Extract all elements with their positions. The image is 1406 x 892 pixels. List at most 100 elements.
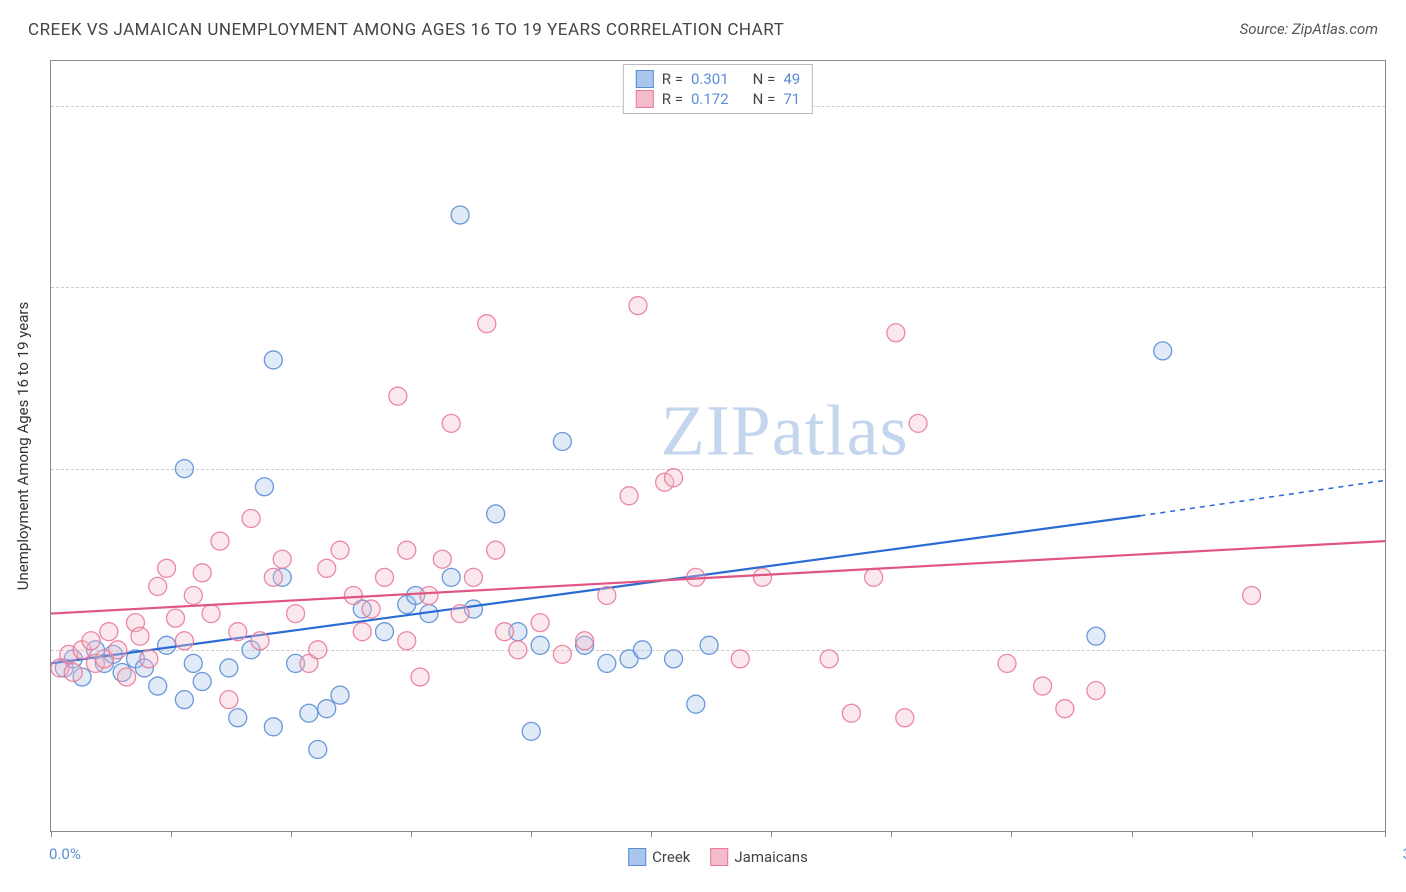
data-point	[220, 659, 238, 677]
data-point	[487, 541, 505, 559]
legend-series-label: Creek	[652, 848, 690, 866]
x-tick	[651, 831, 652, 837]
data-point	[64, 663, 82, 681]
data-point	[229, 709, 247, 727]
data-point	[665, 650, 683, 668]
x-tick	[1132, 831, 1133, 837]
scatter-plot-svg	[51, 61, 1385, 831]
legend-n-label: N =	[753, 70, 776, 88]
data-point	[251, 632, 269, 650]
data-point	[531, 614, 549, 632]
data-point	[118, 668, 136, 686]
legend-r-value: 0.301	[691, 70, 729, 88]
data-point	[451, 206, 469, 224]
data-point	[598, 654, 616, 672]
data-point	[629, 297, 647, 315]
data-point	[376, 568, 394, 586]
x-tick	[1252, 831, 1253, 837]
legend-series-item: Creek	[628, 848, 690, 866]
data-point	[158, 559, 176, 577]
data-point	[433, 550, 451, 568]
legend-n-value: 49	[783, 70, 800, 88]
data-point	[264, 351, 282, 369]
data-point	[576, 632, 594, 650]
data-point	[478, 315, 496, 333]
legend-swatch	[628, 848, 646, 866]
data-point	[362, 600, 380, 618]
source-attribution: Source: ZipAtlas.com	[1240, 20, 1378, 38]
data-point	[149, 677, 167, 695]
y-tick-label: 80.0%	[1392, 97, 1406, 115]
data-point	[229, 623, 247, 641]
data-point	[287, 605, 305, 623]
data-point	[998, 654, 1016, 672]
legend-stats-row: R = 0.172 N = 71	[636, 89, 800, 109]
data-point	[522, 722, 540, 740]
data-point	[344, 586, 362, 604]
data-point	[220, 691, 238, 709]
legend-r-value: 0.172	[691, 90, 729, 108]
legend-series: CreekJamaicans	[628, 848, 808, 866]
legend-r-label: R =	[662, 90, 683, 108]
data-point	[309, 740, 327, 758]
data-point	[158, 636, 176, 654]
x-tick	[291, 831, 292, 837]
data-point	[300, 704, 318, 722]
legend-stats-row: R = 0.301 N = 49	[636, 69, 800, 89]
chart-area: Unemployment Among Ages 16 to 19 years Z…	[50, 60, 1386, 832]
y-tick-label: 40.0%	[1392, 460, 1406, 478]
data-point	[353, 623, 371, 641]
x-tick	[531, 831, 532, 837]
data-point	[82, 632, 100, 650]
data-point	[202, 605, 220, 623]
legend-swatch	[636, 70, 654, 88]
data-point	[731, 650, 749, 668]
x-tick	[771, 831, 772, 837]
data-point	[376, 623, 394, 641]
data-point	[175, 632, 193, 650]
data-point	[865, 568, 883, 586]
data-point	[1087, 682, 1105, 700]
x-tick	[1385, 831, 1386, 837]
trend-line-extrapolated	[1140, 480, 1385, 515]
data-point	[264, 568, 282, 586]
y-axis-label: Unemployment Among Ages 16 to 19 years	[14, 302, 32, 590]
data-point	[531, 636, 549, 654]
data-point	[193, 673, 211, 691]
data-point	[896, 709, 914, 727]
legend-stats-box: R = 0.301 N = 49 R = 0.172 N = 71	[623, 64, 813, 114]
legend-n-value: 71	[783, 90, 800, 108]
data-point	[509, 641, 527, 659]
legend-n-label: N =	[753, 90, 776, 108]
data-point	[411, 668, 429, 686]
data-point	[389, 387, 407, 405]
y-tick-label: 60.0%	[1392, 278, 1406, 296]
data-point	[175, 460, 193, 478]
data-point	[211, 532, 229, 550]
data-point	[687, 695, 705, 713]
data-point	[100, 623, 118, 641]
data-point	[318, 559, 336, 577]
data-point	[420, 586, 438, 604]
data-point	[887, 324, 905, 342]
data-point	[398, 541, 416, 559]
x-tick	[51, 831, 52, 837]
legend-swatch	[710, 848, 728, 866]
data-point	[331, 686, 349, 704]
data-point	[184, 654, 202, 672]
data-point	[820, 650, 838, 668]
data-point	[553, 432, 571, 450]
data-point	[665, 469, 683, 487]
x-tick	[171, 831, 172, 837]
data-point	[1087, 627, 1105, 645]
data-point	[442, 414, 460, 432]
x-tick	[1011, 831, 1012, 837]
data-point	[553, 645, 571, 663]
data-point	[496, 623, 514, 641]
data-point	[700, 636, 718, 654]
data-point	[184, 586, 202, 604]
data-point	[131, 627, 149, 645]
data-point	[1243, 586, 1261, 604]
source-prefix: Source:	[1240, 20, 1292, 38]
legend-r-label: R =	[662, 70, 683, 88]
